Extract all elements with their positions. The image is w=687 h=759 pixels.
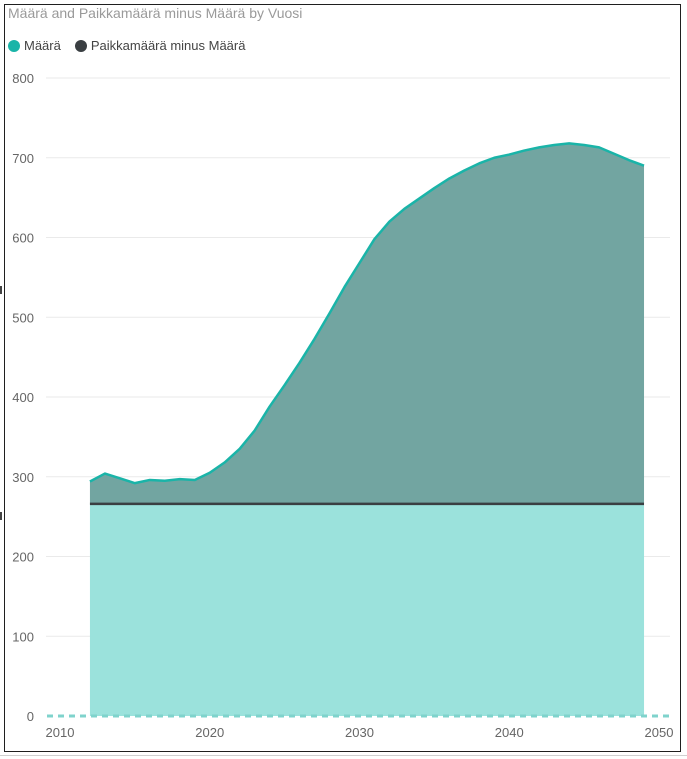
x-tick-label: 2020 bbox=[195, 725, 224, 740]
y-tick-label: 100 bbox=[12, 629, 34, 644]
axis-layer: 0 100 200 300 400 500 600 700 800 2010 2020 2030 204… bbox=[12, 71, 673, 740]
legend-item-paikka[interactable]: Paikkamäärä minus Määrä bbox=[74, 38, 246, 53]
area-layer bbox=[89, 143, 645, 716]
legend-dot-paikka bbox=[74, 39, 87, 52]
y-tick-label: 500 bbox=[12, 310, 34, 325]
series-line-maara bbox=[89, 142, 645, 485]
chart-legend: Määrä Paikkamäärä minus Määrä bbox=[8, 38, 259, 53]
y-tick-label: 700 bbox=[12, 151, 34, 166]
left-edge-mark bbox=[0, 286, 2, 294]
area-lower bbox=[89, 503, 645, 716]
x-tick-label: 2010 bbox=[46, 725, 75, 740]
chart-title: Määrä and Paikkamäärä minus Määrä by Vuo… bbox=[8, 5, 303, 21]
y-tick-label: 300 bbox=[12, 470, 34, 485]
legend-label-maara: Määrä bbox=[24, 38, 61, 53]
left-edge-mark bbox=[0, 512, 2, 520]
y-tick-label: 0 bbox=[27, 709, 34, 724]
legend-item-maara[interactable]: Määrä bbox=[8, 38, 61, 53]
legend-dot-maara bbox=[8, 39, 20, 52]
y-tick-label: 400 bbox=[12, 390, 34, 405]
y-tick-label: 200 bbox=[12, 550, 34, 565]
y-tick-label: 600 bbox=[12, 231, 34, 246]
x-tick-label: 2040 bbox=[495, 725, 524, 740]
x-tick-label: 2050 bbox=[645, 725, 674, 740]
area-upper bbox=[89, 143, 645, 504]
bottom-divider bbox=[0, 755, 687, 756]
legend-label-paikka: Paikkamäärä minus Määrä bbox=[90, 38, 246, 53]
y-tick-label: 800 bbox=[12, 71, 34, 86]
line-layer bbox=[47, 142, 670, 718]
x-tick-label: 2030 bbox=[345, 725, 374, 740]
